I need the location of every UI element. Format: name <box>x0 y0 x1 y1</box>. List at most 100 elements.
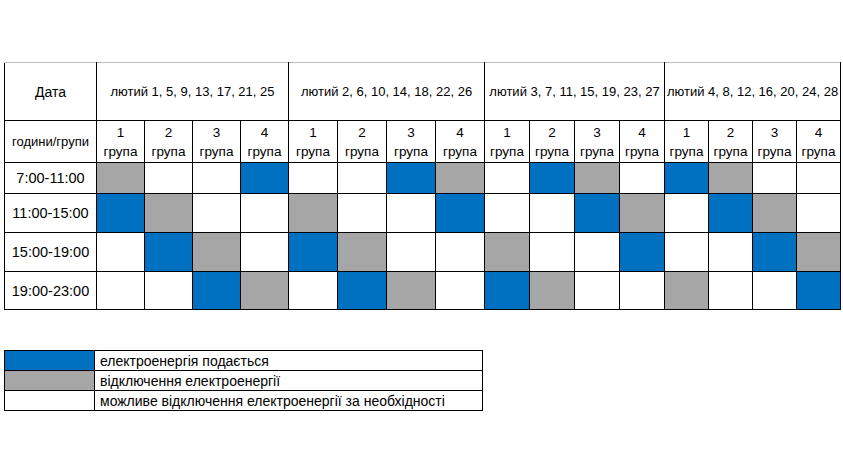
schedule-cell-on <box>338 272 387 310</box>
schedule-cell-maybe <box>575 272 620 310</box>
schedule-cell-maybe <box>145 272 193 310</box>
group-header-cell: 2група <box>530 121 575 163</box>
schedule-cell-on <box>797 272 841 310</box>
schedule-cell-maybe <box>97 272 145 310</box>
schedule-cell-on <box>97 194 145 233</box>
schedule-cell-off <box>709 163 753 194</box>
schedule-cell-maybe <box>436 272 485 310</box>
schedule-cell-maybe <box>241 194 289 233</box>
group-header-cell: 3група <box>575 121 620 163</box>
schedule-cell-off <box>97 163 145 194</box>
schedule-cell-on <box>530 163 575 194</box>
schedule-cell-maybe <box>289 272 338 310</box>
schedule-cell-maybe <box>193 163 241 194</box>
schedule-cell-off <box>145 194 193 233</box>
schedule-cell-off <box>485 233 530 272</box>
schedule-cell-maybe <box>620 163 665 194</box>
schedule-cell-maybe <box>620 272 665 310</box>
schedule-cell-maybe <box>709 233 753 272</box>
schedule-cell-off <box>665 272 709 310</box>
schedule-cell-on <box>241 163 289 194</box>
schedule-cell-off <box>575 163 620 194</box>
schedule-row: 11:00-15:00 <box>5 194 841 233</box>
schedule-cell-maybe <box>145 163 193 194</box>
date-group-3: лютий 3, 7, 11, 15, 19, 23, 27 <box>485 63 665 121</box>
schedule-cell-off <box>530 272 575 310</box>
schedule-cell-maybe <box>387 233 436 272</box>
schedule-cell-maybe <box>665 194 709 233</box>
schedule-cell-maybe <box>797 163 841 194</box>
date-group-1: лютий 1, 5, 9, 13, 17, 21, 25 <box>97 63 289 121</box>
schedule-cell-on <box>145 233 193 272</box>
schedule-cell-maybe <box>797 194 841 233</box>
schedule-cell-off <box>387 272 436 310</box>
schedule-cell-maybe <box>485 194 530 233</box>
schedule-cell-on <box>289 233 338 272</box>
schedule-row: 19:00-23:00 <box>5 272 841 310</box>
group-header-cell: 2група <box>338 121 387 163</box>
group-header-cell: 1група <box>665 121 709 163</box>
legend-label-outage: відключення електроенергії <box>95 371 483 391</box>
time-range-label: 15:00-19:00 <box>5 233 97 272</box>
group-header-cell: 4група <box>797 121 841 163</box>
hours-groups-label: години/групи <box>5 121 97 163</box>
legend-label-power-on: електроенергія подається <box>95 351 483 371</box>
schedule-cell-maybe <box>338 194 387 233</box>
legend-table: електроенергія подається відключення еле… <box>4 350 483 411</box>
legend-swatch-possible-outage <box>5 391 95 411</box>
date-label-cell: Дата <box>5 63 97 121</box>
schedule-cell-maybe <box>530 194 575 233</box>
group-header-cell: 3група <box>753 121 797 163</box>
group-header-cell: 1група <box>289 121 338 163</box>
schedule-cell-on <box>575 194 620 233</box>
group-header-cell: 2група <box>709 121 753 163</box>
schedule-cell-maybe <box>241 233 289 272</box>
schedule-cell-off <box>620 194 665 233</box>
legend-label-possible-outage: можливе відключення електроенергії за не… <box>95 391 483 411</box>
schedule-cell-on <box>665 163 709 194</box>
group-header-cell: 4група <box>620 121 665 163</box>
time-range-label: 19:00-23:00 <box>5 272 97 310</box>
schedule-cell-maybe <box>709 272 753 310</box>
schedule-cell-on <box>709 194 753 233</box>
schedule-cell-maybe <box>753 163 797 194</box>
group-header-cell: 2група <box>145 121 193 163</box>
schedule-cell-maybe <box>338 163 387 194</box>
date-group-2: лютий 2, 6, 10, 14, 18, 22, 26 <box>289 63 485 121</box>
group-header-cell: 4група <box>436 121 485 163</box>
time-range-label: 7:00-11:00 <box>5 163 97 194</box>
group-header-cell: 4група <box>241 121 289 163</box>
group-header-cell: 3група <box>387 121 436 163</box>
schedule-cell-off <box>338 233 387 272</box>
schedule-cell-maybe <box>665 233 709 272</box>
schedule-cell-maybe <box>387 194 436 233</box>
schedule-row: 15:00-19:00 <box>5 233 841 272</box>
schedule-cell-maybe <box>485 163 530 194</box>
schedule-cell-maybe <box>193 194 241 233</box>
legend-row-power-on: електроенергія подається <box>5 351 483 371</box>
schedule-cell-off <box>241 272 289 310</box>
date-group-4: лютий 4, 8, 12, 16, 20, 24, 28 <box>665 63 841 121</box>
schedule-cell-on <box>436 194 485 233</box>
schedule-cell-on <box>193 272 241 310</box>
schedule-cell-maybe <box>575 233 620 272</box>
schedule-row: 7:00-11:00 <box>5 163 841 194</box>
group-header-cell: 1група <box>97 121 145 163</box>
schedule-cell-off <box>193 233 241 272</box>
schedule-cell-off <box>797 233 841 272</box>
group-header-cell: 1група <box>485 121 530 163</box>
schedule-cell-on <box>753 233 797 272</box>
schedule-table: Дата лютий 1, 5, 9, 13, 17, 21, 25 лютий… <box>4 62 841 310</box>
schedule-cell-on <box>620 233 665 272</box>
schedule-cell-off <box>753 194 797 233</box>
group-header-cell: 3група <box>193 121 241 163</box>
date-header-row: Дата лютий 1, 5, 9, 13, 17, 21, 25 лютий… <box>5 63 841 121</box>
legend-row-outage: відключення електроенергії <box>5 371 483 391</box>
schedule-cell-maybe <box>436 233 485 272</box>
legend-swatch-outage <box>5 371 95 391</box>
legend-swatch-power-on <box>5 351 95 371</box>
schedule-cell-on <box>387 163 436 194</box>
legend-row-possible-outage: можливе відключення електроенергії за не… <box>5 391 483 411</box>
schedule-cell-off <box>436 163 485 194</box>
schedule-cell-maybe <box>753 272 797 310</box>
